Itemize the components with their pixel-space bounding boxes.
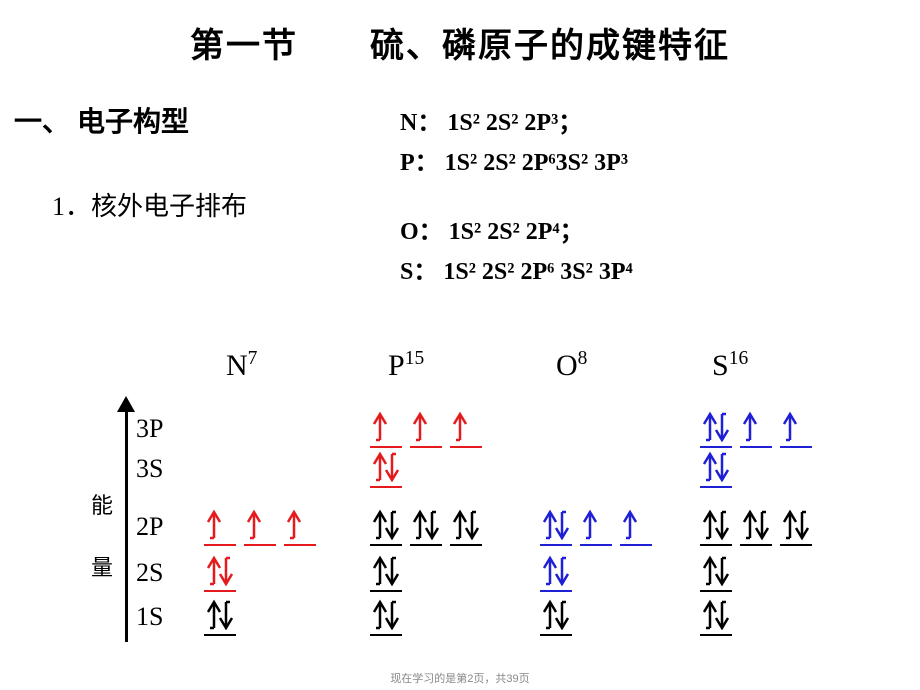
orbital-box — [410, 512, 446, 548]
atom-header-p: P15 — [388, 348, 424, 383]
config-n: N： 1S² 2S² 2P³； — [400, 104, 633, 142]
electron-arrow-icon — [780, 508, 812, 545]
electron-arrow-icon — [450, 410, 482, 447]
orbital-label-1s: 1S — [136, 602, 163, 632]
section-heading: 一、 电子构型 — [14, 100, 189, 140]
electron-arrow-icon — [700, 450, 732, 487]
atom-s-number: 16 — [729, 348, 749, 369]
atom-n-number: 7 — [248, 348, 258, 369]
config-n-label: N： — [400, 110, 441, 136]
orbital-box — [370, 512, 406, 548]
orbital-box — [204, 512, 240, 548]
orbital-box — [450, 414, 486, 450]
orbital-box — [580, 512, 616, 548]
orbital-box — [540, 558, 576, 594]
orbital-label-3s: 3S — [136, 454, 163, 484]
orbital-box — [780, 414, 816, 450]
subsection-heading: 1．核外电子排布 — [52, 186, 247, 223]
orbital-box — [620, 512, 656, 548]
orbital-box — [370, 602, 406, 638]
orbital-box — [700, 602, 736, 638]
atom-header-o: O8 — [556, 348, 587, 383]
electron-arrow-icon — [370, 508, 402, 545]
electron-arrow-icon — [410, 508, 442, 545]
electron-arrow-icon — [410, 410, 442, 447]
config-o: O： 1S² 2S² 2P⁴； — [400, 213, 633, 251]
atom-n-symbol: N — [226, 349, 248, 382]
orbital-box — [700, 558, 736, 594]
axis-arrow-icon — [117, 396, 135, 412]
electron-arrow-icon — [700, 410, 732, 447]
config-s: S： 1S² 2S² 2P⁶ 3S² 3P⁴ — [400, 253, 633, 291]
orbital-box — [410, 414, 446, 450]
electron-arrow-icon — [204, 598, 236, 635]
electron-arrow-icon — [284, 508, 316, 545]
atom-p-symbol: P — [388, 349, 405, 382]
atom-o-symbol: O — [556, 349, 578, 382]
config-o-text: 1S² 2S² 2P⁴； — [449, 219, 584, 245]
electron-arrow-icon — [540, 508, 572, 545]
config-p: P： 1S² 2S² 2P⁶3S² 3P³ — [400, 144, 633, 182]
electron-arrow-icon — [370, 598, 402, 635]
electron-arrow-icon — [740, 410, 772, 447]
electron-arrow-icon — [204, 508, 236, 545]
page-footer: 现在学习的是第2页，共39页 — [0, 670, 920, 686]
electron-arrow-icon — [370, 450, 402, 487]
electron-arrow-icon — [700, 598, 732, 635]
orbital-box — [740, 414, 776, 450]
orbital-box — [700, 414, 736, 450]
electron-configs: N： 1S² 2S² 2P³； P： 1S² 2S² 2P⁶3S² 3P³ O：… — [400, 104, 633, 294]
config-o-label: O： — [400, 219, 443, 245]
electron-arrow-icon — [370, 554, 402, 591]
config-s-text: 1S² 2S² 2P⁶ 3S² 3P⁴ — [443, 259, 632, 285]
atom-s-symbol: S — [712, 349, 729, 382]
orbital-box — [540, 602, 576, 638]
orbital-box — [204, 602, 240, 638]
electron-arrow-icon — [540, 598, 572, 635]
atom-header-n: N7 — [226, 348, 257, 383]
orbital-box — [780, 512, 816, 548]
axis-label-1: 能 — [91, 488, 113, 520]
atom-p-number: 15 — [405, 348, 425, 369]
electron-arrow-icon — [370, 410, 402, 447]
config-s-label: S： — [400, 259, 437, 285]
page-title: 第一节 硫、磷原子的成键特征 — [0, 0, 920, 67]
electron-arrow-icon — [700, 554, 732, 591]
orbital-box — [540, 512, 576, 548]
electron-arrow-icon — [450, 508, 482, 545]
orbital-box — [370, 558, 406, 594]
orbital-label-2s: 2S — [136, 558, 163, 588]
electron-arrow-icon — [740, 508, 772, 545]
orbital-box — [204, 558, 240, 594]
axis-line — [125, 410, 128, 642]
config-n-text: 1S² 2S² 2P³； — [447, 110, 582, 136]
axis-label-2: 量 — [91, 550, 113, 582]
config-p-text: 1S² 2S² 2P⁶3S² 3P³ — [445, 150, 628, 176]
atom-header-s: S16 — [712, 348, 748, 383]
electron-arrow-icon — [540, 554, 572, 591]
atom-o-number: 8 — [578, 348, 588, 369]
orbital-box — [740, 512, 776, 548]
orbital-box — [244, 512, 280, 548]
electron-arrow-icon — [244, 508, 276, 545]
orbital-box — [700, 454, 736, 490]
orbital-label-2p: 2P — [136, 512, 163, 542]
electron-arrow-icon — [580, 508, 612, 545]
orbital-box — [370, 414, 406, 450]
config-p-label: P： — [400, 150, 439, 176]
orbital-box — [700, 512, 736, 548]
orbital-label-3p: 3P — [136, 414, 163, 444]
electron-arrow-icon — [700, 508, 732, 545]
orbital-box — [284, 512, 320, 548]
electron-arrow-icon — [780, 410, 812, 447]
orbital-box — [370, 454, 406, 490]
electron-arrow-icon — [204, 554, 236, 591]
electron-arrow-icon — [620, 508, 652, 545]
orbital-box — [450, 512, 486, 548]
